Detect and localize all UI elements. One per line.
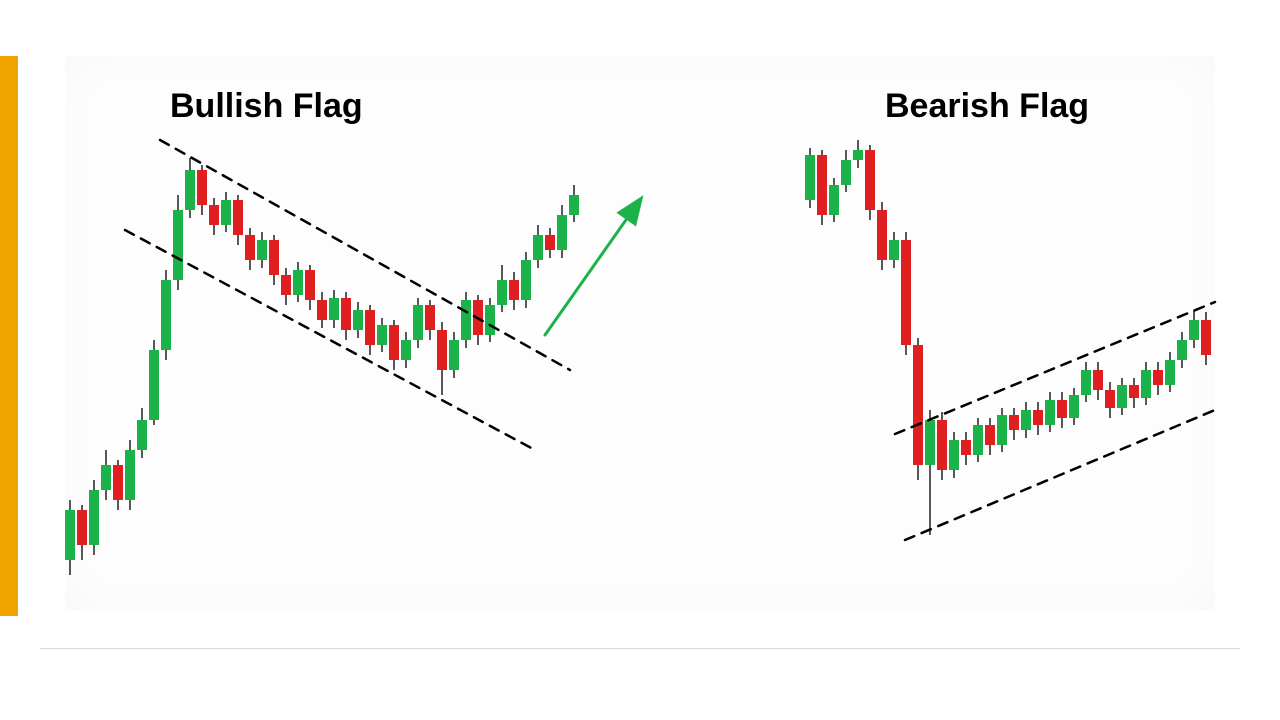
- candlestick-charts-svg: [0, 0, 1280, 720]
- horizontal-divider: [40, 648, 1240, 649]
